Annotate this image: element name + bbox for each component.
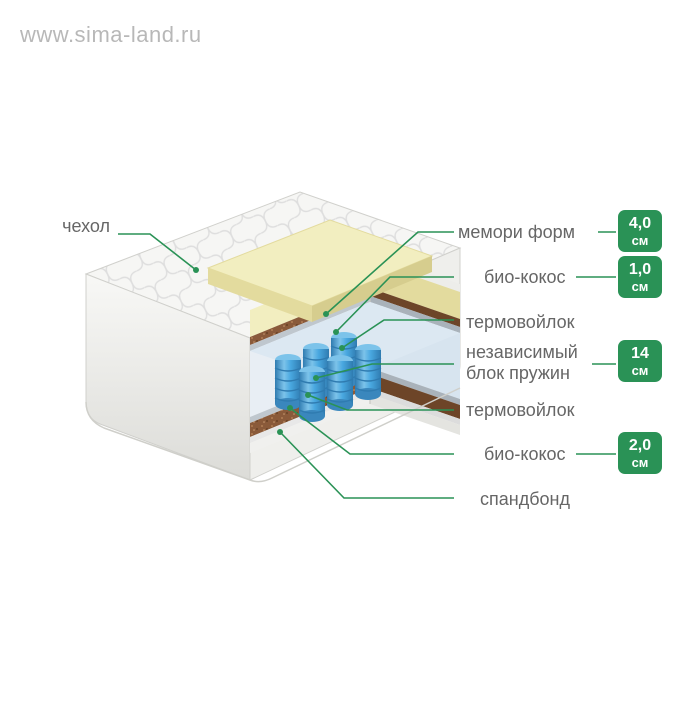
thickness-badge-2: 14см — [618, 340, 662, 382]
thickness-badge-0: 4,0см — [618, 210, 662, 252]
label-right-5: био-кокос — [484, 444, 634, 465]
label-right-2: термовойлок — [466, 312, 616, 333]
label-right-6: спандбонд — [480, 489, 630, 510]
label-right-1: био-кокос — [484, 267, 634, 288]
label-right-4: термовойлок — [466, 400, 616, 421]
diagram-stage: чехол мемори форм био-кокос термовойлок неза… — [0, 0, 700, 700]
label-right-3: независимыйблок пружин — [466, 342, 616, 383]
thickness-badge-1: 1,0см — [618, 256, 662, 298]
label-right-0: мемори форм — [458, 222, 608, 243]
thickness-badge-3: 2,0см — [618, 432, 662, 474]
label-left: чехол — [30, 216, 110, 237]
